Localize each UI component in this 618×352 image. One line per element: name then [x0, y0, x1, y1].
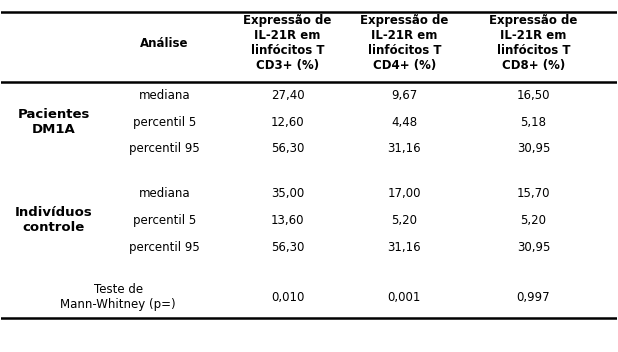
Text: 56,30: 56,30 — [271, 240, 304, 253]
Text: Expressão de
IL-21R em
linfócitos T
CD3+ (%): Expressão de IL-21R em linfócitos T CD3+… — [243, 14, 332, 72]
Text: 4,48: 4,48 — [391, 115, 417, 128]
Text: Pacientes
DM1A: Pacientes DM1A — [17, 108, 90, 136]
Text: 12,60: 12,60 — [271, 115, 304, 128]
Text: Expressão de
IL-21R em
linfócitos T
CD8+ (%): Expressão de IL-21R em linfócitos T CD8+… — [489, 14, 578, 72]
Text: percentil 5: percentil 5 — [133, 115, 196, 128]
Text: percentil 95: percentil 95 — [129, 240, 200, 253]
Text: 9,67: 9,67 — [391, 89, 418, 102]
Text: 5,20: 5,20 — [391, 214, 417, 227]
Text: mediana: mediana — [138, 187, 190, 200]
Text: Expressão de
IL-21R em
linfócitos T
CD4+ (%): Expressão de IL-21R em linfócitos T CD4+… — [360, 14, 449, 72]
Text: 0,997: 0,997 — [517, 291, 551, 304]
Text: 5,20: 5,20 — [520, 214, 546, 227]
Text: 31,16: 31,16 — [387, 240, 421, 253]
Text: percentil 95: percentil 95 — [129, 143, 200, 156]
Text: 17,00: 17,00 — [387, 187, 421, 200]
Text: 5,18: 5,18 — [520, 115, 546, 128]
Text: 27,40: 27,40 — [271, 89, 304, 102]
Text: 30,95: 30,95 — [517, 143, 550, 156]
Text: 16,50: 16,50 — [517, 89, 550, 102]
Text: Análise: Análise — [140, 37, 188, 50]
Text: 30,95: 30,95 — [517, 240, 550, 253]
Text: Indivíduos
controle: Indivíduos controle — [15, 206, 93, 234]
Text: 0,010: 0,010 — [271, 291, 304, 304]
Text: 35,00: 35,00 — [271, 187, 304, 200]
Text: Teste de
Mann-Whitney (p=): Teste de Mann-Whitney (p=) — [61, 283, 176, 311]
Text: 13,60: 13,60 — [271, 214, 304, 227]
Text: mediana: mediana — [138, 89, 190, 102]
Text: percentil 5: percentil 5 — [133, 214, 196, 227]
Text: 15,70: 15,70 — [517, 187, 550, 200]
Text: 31,16: 31,16 — [387, 143, 421, 156]
Text: 0,001: 0,001 — [387, 291, 421, 304]
Text: 56,30: 56,30 — [271, 143, 304, 156]
